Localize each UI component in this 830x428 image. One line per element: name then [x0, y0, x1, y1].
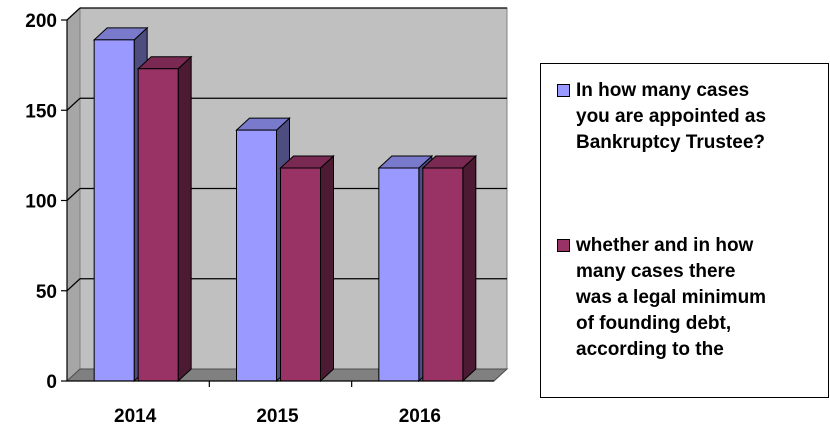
legend-swatch-series-1: [557, 84, 570, 97]
y-tick-label: 200: [25, 11, 57, 32]
legend-item-series-2: whether and in how many cases there was …: [557, 233, 766, 363]
bar-front: [280, 167, 321, 382]
bar-side: [177, 55, 192, 383]
gridline: [66, 7, 81, 21]
gridline: [66, 278, 81, 292]
gridline: [66, 97, 81, 111]
y-tick-label: 100: [25, 192, 57, 213]
y-tick-label: 150: [25, 101, 57, 122]
gridline: [66, 188, 81, 201]
bar-2014-series-2: [136, 55, 193, 383]
legend-label-series-2: whether and in how many cases there was …: [576, 235, 767, 360]
bar-front: [378, 167, 420, 382]
bar-2015-series-2: [279, 154, 335, 383]
legend-swatch-series-2: [557, 239, 570, 252]
bar-2016-series-2: [421, 154, 478, 383]
bar-side: [320, 154, 334, 383]
x-tick-label: 2014: [114, 406, 157, 427]
x-tick-label: 2016: [399, 406, 441, 427]
bar-side: [462, 154, 477, 383]
y-tick-label: 0: [46, 372, 57, 393]
axes: 0 50 100 150 200 2014 2015 2016: [25, 11, 494, 427]
bar-front: [422, 167, 464, 382]
y-tick-label: 50: [36, 282, 57, 303]
legend-label-series-1: In how many cases you are appointed as B…: [576, 80, 767, 153]
bar-front: [137, 68, 179, 382]
bar-front: [236, 129, 277, 382]
bar-front: [93, 39, 135, 382]
legend: In how many cases you are appointed as B…: [540, 63, 829, 398]
x-tick-label: 2015: [256, 406, 299, 427]
legend-item-series-1: In how many cases you are appointed as B…: [557, 78, 766, 156]
bars: [92, 26, 478, 383]
